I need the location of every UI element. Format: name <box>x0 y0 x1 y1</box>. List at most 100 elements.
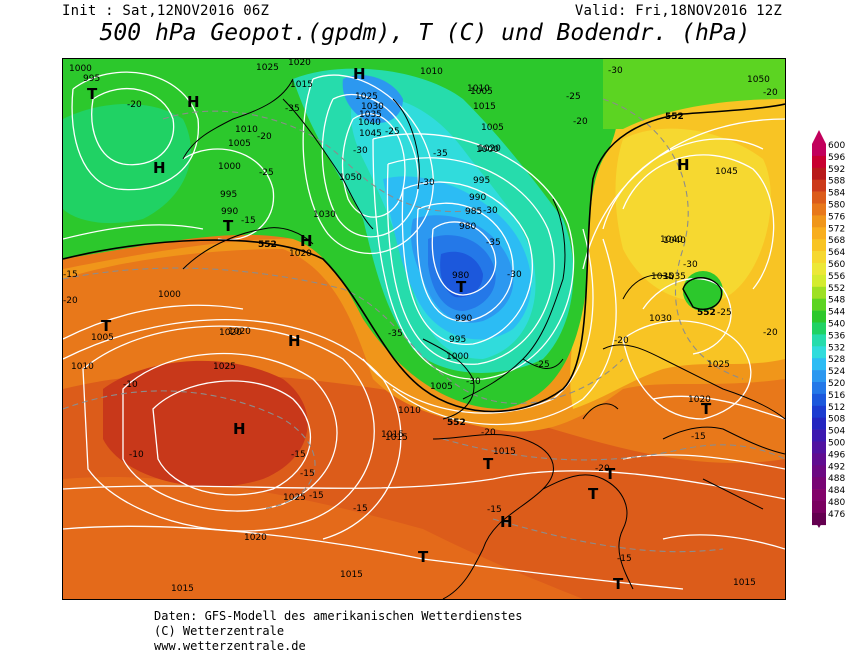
legend-level-label: 596 <box>828 153 845 163</box>
isobar-label: 1050 <box>339 173 362 183</box>
legend-level-label: 480 <box>828 498 845 508</box>
legend-swatch <box>812 417 826 430</box>
legend-swatch <box>812 179 826 192</box>
legend-swatch <box>812 465 826 478</box>
isotherm-label: -15 <box>617 554 632 564</box>
legend-swatch <box>812 334 826 347</box>
legend-level-label: 508 <box>828 415 845 425</box>
isobar-label: 1000 <box>476 145 499 155</box>
isotherm-label: -20 <box>127 100 142 110</box>
legend-swatch <box>812 239 826 252</box>
legend-level-label: 520 <box>828 379 845 389</box>
isobar-label: 1000 <box>446 352 469 362</box>
legend-swatch <box>812 263 826 276</box>
legend-swatch <box>812 405 826 418</box>
legend-level-label: 536 <box>828 331 845 341</box>
isobar-label: 1005 <box>470 87 493 97</box>
isotherm-label: -30 <box>507 270 522 280</box>
isobar-label: 1010 <box>398 406 421 416</box>
legend-level-label: 592 <box>828 165 845 175</box>
legend-swatch <box>812 298 826 311</box>
legend-level-label: 552 <box>828 284 845 294</box>
init-time: Init : Sat,12NOV2016 06Z <box>62 3 270 19</box>
isotherm-label: -25 <box>259 168 274 178</box>
isobar-label: 1035 <box>359 110 382 120</box>
isobar-label: 1035 <box>663 272 686 282</box>
legend-level-label: 548 <box>828 296 845 306</box>
isotherm-label: -35 <box>433 149 448 159</box>
isobar-label: 1025 <box>213 362 236 372</box>
isobar-label: 1045 <box>359 129 382 139</box>
isobar-label: 1040 <box>663 236 686 246</box>
color-legend: 600 596 592 588 584 580 576 572 568 564 560 556 552 5… <box>811 130 850 534</box>
line-552-label: 552 <box>447 418 466 428</box>
high-symbol: H <box>233 420 246 438</box>
isobar-label: 1015 <box>381 430 404 440</box>
legend-level-label: 484 <box>828 486 845 496</box>
legend-level-label: 488 <box>828 474 845 484</box>
isotherm-label: -30 <box>466 377 481 387</box>
chart-title: 500 hPa Geopot.(gpdm), T (C) und Bodendr… <box>99 20 751 46</box>
isobar-label: 1005 <box>91 333 114 343</box>
legend-level-label: 528 <box>828 355 845 365</box>
high-symbol: H <box>677 156 690 174</box>
high-symbol: H <box>300 232 313 250</box>
isotherm-label: -20 <box>595 464 610 474</box>
high-symbol: H <box>288 332 301 350</box>
isobar-label: 995 <box>473 176 490 186</box>
isobar-label: 1025 <box>707 360 730 370</box>
high-symbol: H <box>500 513 513 531</box>
legend-level-label: 544 <box>828 308 845 318</box>
legend-swatch <box>812 489 826 502</box>
low-symbol: T <box>605 465 616 483</box>
legend-level-label: 532 <box>828 343 845 353</box>
legend-swatch <box>812 501 826 514</box>
isobar-label: 1030 <box>649 314 672 324</box>
legend-swatch <box>812 477 826 490</box>
legend-level-label: 576 <box>828 212 845 222</box>
line-552-label: 552 <box>665 112 684 122</box>
isobar-label: 1025 <box>283 493 306 503</box>
isobar-label: 1020 <box>288 59 311 68</box>
isobar-label: 1030 <box>313 210 336 220</box>
legend-level-label: 524 <box>828 367 845 377</box>
line-552-label: 552 <box>258 240 277 250</box>
isobar-label: 1040 <box>660 235 683 245</box>
isobar-label: 1015 <box>171 584 194 594</box>
isobar-label: 985 <box>465 207 482 217</box>
isotherm-label: -35 <box>388 329 403 339</box>
isobar-label: 1005 <box>430 382 453 392</box>
legend-swatch <box>812 429 826 442</box>
isobar-label: 990 <box>469 193 486 203</box>
isobar-label: 1035 <box>651 272 674 282</box>
credit-data-source: Daten: GFS-Modell des amerikanischen Wet… <box>154 609 523 623</box>
legend-swatch <box>812 370 826 383</box>
legend-swatch <box>812 251 826 264</box>
legend-level-label: 476 <box>828 510 845 520</box>
legend-swatch <box>812 322 826 335</box>
legend-swatch <box>812 167 826 180</box>
legend-swatch <box>812 227 826 240</box>
isobar-label: 990 <box>221 207 238 217</box>
low-symbol: T <box>588 485 599 503</box>
legend-level-label: 572 <box>828 224 845 234</box>
legend-swatch <box>812 203 826 216</box>
isobar-label: 1020 <box>478 144 501 154</box>
low-symbol: T <box>87 85 98 103</box>
isotherm-label: -10 <box>129 450 144 460</box>
credit-website[interactable]: www.wetterzentrale.de <box>154 639 306 653</box>
low-symbol: T <box>483 455 494 473</box>
isotherm-label: -30 <box>353 146 368 156</box>
legend-level-label: 600 <box>828 141 845 151</box>
isotherm-label: -15 <box>691 432 706 442</box>
isobar-label: 990 <box>455 314 472 324</box>
isobar-label: 1015 <box>340 570 363 580</box>
isobar-label: 1000 <box>158 290 181 300</box>
isotherm-label: -15 <box>300 469 315 479</box>
legend-swatch <box>812 346 826 359</box>
isobar-label: 1005 <box>481 123 504 133</box>
isobar-label: 1020 <box>228 327 251 337</box>
isotherm-label: -30 <box>683 260 698 270</box>
isotherm-label: -15 <box>241 216 256 226</box>
isotherm-label: -15 <box>63 270 78 280</box>
